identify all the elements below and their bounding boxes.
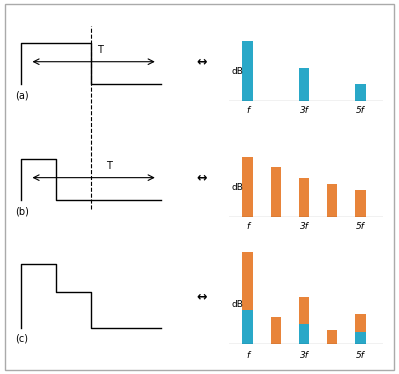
Bar (356, 190, 365, 217)
Text: dB: dB (232, 183, 243, 191)
Bar (299, 68, 309, 101)
Bar (327, 184, 337, 217)
Bar (299, 297, 309, 324)
Text: f: f (246, 223, 249, 232)
Text: 3f: 3f (300, 352, 308, 361)
Bar (356, 84, 365, 101)
Text: dB: dB (232, 67, 243, 76)
Bar (299, 324, 309, 344)
Bar (356, 332, 365, 344)
Bar (271, 168, 281, 217)
Bar (243, 252, 253, 310)
Text: dB: dB (232, 300, 243, 309)
Text: 5f: 5f (356, 223, 365, 232)
Text: f: f (246, 107, 249, 116)
Bar (356, 314, 365, 332)
Text: ↔: ↔ (196, 55, 207, 68)
Bar (271, 316, 281, 344)
FancyBboxPatch shape (5, 4, 394, 370)
Text: T: T (97, 45, 103, 55)
Bar (299, 178, 309, 217)
Text: (a): (a) (16, 90, 29, 100)
Text: ↔: ↔ (196, 171, 207, 184)
Bar (243, 310, 253, 344)
Text: 3f: 3f (300, 107, 308, 116)
Bar (243, 40, 253, 101)
Bar (327, 330, 337, 344)
Text: T: T (106, 160, 111, 171)
Text: ↔: ↔ (196, 291, 207, 303)
Text: 5f: 5f (356, 107, 365, 116)
Text: (c): (c) (16, 333, 28, 343)
Text: f: f (246, 352, 249, 361)
Text: 3f: 3f (300, 223, 308, 232)
Text: (b): (b) (16, 206, 30, 216)
Text: 5f: 5f (356, 352, 365, 361)
Bar (243, 156, 253, 217)
